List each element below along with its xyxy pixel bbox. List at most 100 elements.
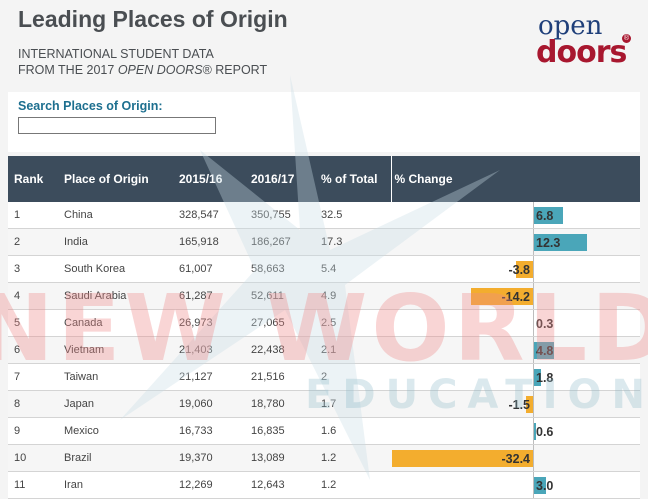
year-2016-17-cell: 58,663 [245, 255, 315, 283]
column-header-2015-16[interactable]: 2015/16 [179, 172, 223, 186]
pct-total-cell: 17.3 [315, 228, 391, 256]
year-2015-16-cell: 12,269 [173, 471, 245, 499]
pct-change-bar-area: 0.3 [391, 310, 640, 336]
year-2015-16-cell: 61,287 [173, 282, 245, 310]
pct-change-cell: 3.0 [391, 471, 640, 499]
rank-cell: 5 [8, 309, 58, 337]
pct-change-cell: 4.8 [391, 336, 640, 364]
logo-registered-mark: ® [622, 34, 631, 43]
pct-change-value: 0.6 [536, 425, 554, 439]
place-cell: Brazil [58, 444, 173, 472]
column-header-rank[interactable]: Rank [14, 172, 44, 186]
positive-change-bar [533, 234, 587, 251]
place-cell: Japan [58, 390, 173, 418]
rank-cell: 1 [8, 202, 58, 229]
pct-total-cell: 2.1 [315, 336, 391, 364]
pct-change-bar-area: -14.2 [391, 283, 640, 309]
pct-change-cell: 6.8 [391, 202, 640, 229]
zero-axis-line [533, 202, 534, 228]
pct-change-bar-area: 0.6 [391, 418, 640, 444]
table-header-row: Rank Place of Origin 2015/16 2016/17 % o… [8, 156, 640, 202]
place-cell: China [58, 202, 173, 229]
positive-change-bar [533, 477, 547, 494]
subtitle-line-1: INTERNATIONAL STUDENT DATA [18, 47, 214, 61]
zero-axis-line [533, 310, 534, 336]
zero-axis-line [533, 256, 534, 282]
place-cell: Canada [58, 309, 173, 337]
pct-total-cell: 5.4 [315, 255, 391, 283]
table-row[interactable]: 5 Canada 26,973 27,065 2.5 0.3 [8, 309, 640, 337]
pct-change-value: 1.8 [536, 371, 554, 385]
column-header-pct-total[interactable]: % of Total [321, 172, 378, 186]
year-2015-16-cell: 61,007 [173, 255, 245, 283]
pct-total-cell: 1.2 [315, 471, 391, 499]
pct-change-value: 6.8 [536, 209, 554, 223]
table-row[interactable]: 9 Mexico 16,733 16,835 1.6 0.6 [8, 417, 640, 445]
year-2016-17-cell: 350,755 [245, 202, 315, 229]
table-row[interactable]: 1 China 328,547 350,755 32.5 6.8 [8, 202, 640, 229]
negative-change-bar [392, 450, 533, 467]
year-2015-16-cell: 21,127 [173, 363, 245, 391]
year-2016-17-cell: 12,643 [245, 471, 315, 499]
zero-axis-line [533, 472, 534, 498]
pct-change-bar-area: 4.8 [391, 337, 640, 363]
pct-total-cell: 1.2 [315, 444, 391, 472]
year-2016-17-cell: 27,065 [245, 309, 315, 337]
table-row[interactable]: 2 India 165,918 186,267 17.3 12.3 [8, 228, 640, 256]
table-row[interactable]: 10 Brazil 19,370 13,089 1.2 -32.4 [8, 444, 640, 472]
zero-axis-line [533, 364, 534, 390]
table-row[interactable]: 7 Taiwan 21,127 21,516 2 1.8 [8, 363, 640, 391]
year-2015-16-cell: 26,973 [173, 309, 245, 337]
search-input[interactable] [18, 117, 216, 134]
zero-axis-line [533, 445, 534, 471]
rank-cell: 4 [8, 282, 58, 310]
column-header-2016-17[interactable]: 2016/17 [251, 172, 295, 186]
search-panel: Search Places of Origin: [8, 92, 640, 152]
year-2015-16-cell: 16,733 [173, 417, 245, 445]
pct-change-cell: 12.3 [391, 228, 640, 256]
table-row[interactable]: 6 Vietnam 21,403 22,438 2.1 4.8 [8, 336, 640, 364]
subtitle-suffix: ® REPORT [202, 63, 268, 77]
positive-change-bar [533, 207, 563, 224]
rank-cell: 11 [8, 471, 58, 499]
positive-change-bar [533, 369, 541, 386]
zero-axis-line [533, 337, 534, 363]
pct-change-cell: 0.6 [391, 417, 640, 445]
pct-change-cell: -32.4 [391, 444, 640, 472]
logo-word-doors: doors [536, 35, 627, 70]
positive-change-bar [533, 342, 554, 359]
place-cell: Iran [58, 471, 173, 499]
pct-total-cell: 1.7 [315, 390, 391, 418]
pct-change-bar-area: 3.0 [391, 472, 640, 498]
negative-change-bar [516, 261, 533, 278]
table-row[interactable]: 8 Japan 19,060 18,780 1.7 -1.5 [8, 390, 640, 418]
table-row[interactable]: 3 South Korea 61,007 58,663 5.4 -3.8 [8, 255, 640, 283]
pct-change-value: -3.8 [508, 263, 530, 277]
pct-change-value: 4.8 [536, 344, 554, 358]
year-2015-16-cell: 328,547 [173, 202, 245, 229]
place-cell: Mexico [58, 417, 173, 445]
column-header-place[interactable]: Place of Origin [64, 172, 149, 186]
place-cell: Saudi Arabia [58, 282, 173, 310]
pct-total-cell: 2.5 [315, 309, 391, 337]
subtitle-report-name: OPEN DOORS [117, 63, 203, 77]
pct-change-cell: 0.3 [391, 309, 640, 337]
rank-cell: 9 [8, 417, 58, 445]
negative-change-bar [471, 288, 533, 305]
pct-change-bar-area: 6.8 [391, 202, 640, 228]
table-row[interactable]: 4 Saudi Arabia 61,287 52,611 4.9 -14.2 [8, 282, 640, 310]
search-label: Search Places of Origin: [18, 99, 163, 113]
year-2015-16-cell: 19,370 [173, 444, 245, 472]
year-2016-17-cell: 16,835 [245, 417, 315, 445]
rank-cell: 7 [8, 363, 58, 391]
column-header-pct-change[interactable]: % Change [390, 156, 640, 202]
table-row[interactable]: 11 Iran 12,269 12,643 1.2 3.0 [8, 471, 640, 499]
pct-change-bar-area: -1.5 [391, 391, 640, 417]
pct-change-value: -1.5 [508, 398, 530, 412]
zero-axis-line [533, 283, 534, 309]
rank-cell: 10 [8, 444, 58, 472]
year-2016-17-cell: 52,611 [245, 282, 315, 310]
page-header: Leading Places of Origin INTERNATIONAL S… [0, 0, 648, 92]
subtitle-prefix: FROM THE 2017 [18, 63, 118, 77]
year-2015-16-cell: 19,060 [173, 390, 245, 418]
